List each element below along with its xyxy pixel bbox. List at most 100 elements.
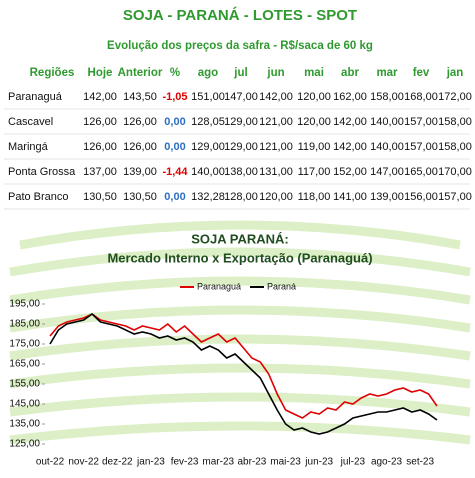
cell-value: 132,28	[191, 191, 225, 203]
cell-value: 138,00	[224, 166, 258, 178]
cell-value: 168,00	[404, 91, 438, 103]
cell-value: 157,00	[404, 141, 438, 153]
x-tick-label: dez-22	[102, 457, 133, 468]
cell-value: 142,00	[259, 91, 293, 103]
chart-background	[9, 220, 471, 445]
cell-value: 120,00	[297, 116, 331, 128]
x-tick-label: out-22	[36, 457, 65, 468]
x-tick-label: fev-23	[171, 457, 199, 468]
x-tick-label: jul-23	[340, 457, 366, 468]
y-tick-label: 185,00	[9, 319, 40, 330]
cell-value: 126,00	[83, 116, 117, 128]
x-tick-label: nov-22	[68, 457, 99, 468]
cell-value: 139,00	[123, 166, 157, 178]
cell-value: 165,00	[404, 166, 438, 178]
cell-value: 120,00	[259, 191, 293, 203]
cell-value: 162,00	[333, 91, 367, 103]
cell-value: 137,00	[83, 166, 117, 178]
y-tick-label: 175,00	[9, 339, 40, 350]
cell-value: 157,00	[438, 191, 472, 203]
column-header: fev	[413, 67, 430, 79]
column-header: jul	[233, 67, 247, 79]
y-tick-label: 125,00	[9, 439, 40, 450]
cell-value: 147,00	[370, 166, 404, 178]
price-table: Regiões Hoje Anterior% ago jul jun mai abr mar fe…	[4, 67, 472, 210]
x-tick-label: ago-23	[371, 457, 403, 468]
cell-value: 120,00	[297, 91, 331, 103]
cell-value: 129,00	[224, 141, 258, 153]
column-header: Anterior	[118, 67, 163, 79]
cell-value: 126,00	[83, 141, 117, 153]
region-name: Cascavel	[8, 116, 53, 128]
chart-subtitle: Mercado Interno x Exportação (Paranaguá)	[107, 250, 372, 265]
cell-value: 130,50	[123, 191, 157, 203]
cell-value: 157,00	[404, 116, 438, 128]
column-header: ago	[198, 67, 218, 79]
region-name: Ponta Grossa	[8, 166, 76, 178]
region-name: Pato Branco	[8, 191, 69, 203]
x-tick-label: mai-23	[270, 457, 301, 468]
cell-value: 152,00	[333, 166, 367, 178]
x-tick-label: jan-23	[136, 457, 165, 468]
page-title: SOJA - PARANÁ - LOTES - SPOT	[123, 7, 357, 24]
legend-label: Paraná	[267, 281, 296, 291]
x-tick-label: abr-23	[237, 457, 266, 468]
region-name: Paranaguá	[8, 91, 63, 103]
cell-value: 131,00	[259, 166, 293, 178]
cell-value: -1,44	[162, 166, 188, 178]
y-tick-label: 135,00	[9, 419, 40, 430]
cell-value: 141,00	[333, 191, 367, 203]
cell-value: 170,00	[438, 166, 472, 178]
column-header: %	[170, 67, 180, 79]
cell-value: 156,00	[404, 191, 438, 203]
cell-value: 140,00	[370, 116, 404, 128]
cell-value: 158,00	[438, 116, 472, 128]
page-subtitle: Evolução dos preços da safra - R$/saca d…	[107, 40, 373, 52]
cell-value: 143,50	[123, 91, 157, 103]
cell-value: 126,00	[123, 141, 157, 153]
cell-value: 121,00	[259, 141, 293, 153]
legend-label: Paranaguá	[197, 281, 241, 291]
column-header: Hoje	[88, 67, 113, 79]
cell-value: -1,05	[162, 91, 187, 103]
y-tick-label: 195,00	[9, 299, 40, 310]
cell-value: 0,00	[164, 141, 185, 153]
x-tick-label: mar-23	[202, 457, 234, 468]
column-header: jun	[266, 67, 284, 79]
column-header: mai	[304, 67, 324, 79]
cell-value: 142,00	[333, 116, 367, 128]
cell-value: 172,00	[438, 91, 472, 103]
cell-value: 140,00	[191, 166, 225, 178]
column-header: Regiões	[30, 67, 75, 79]
cell-value: 118,00	[298, 191, 331, 203]
cell-value: 128,00	[224, 191, 258, 203]
cell-value: 151,00	[191, 91, 225, 103]
cell-value: 147,00	[224, 91, 258, 103]
region-name: Maringá	[8, 141, 49, 153]
cell-value: 119,00	[298, 141, 331, 153]
y-tick-label: 145,00	[9, 399, 40, 410]
cell-value: 129,00	[224, 116, 258, 128]
cell-value: 0,00	[164, 116, 185, 128]
cell-value: 158,00	[438, 141, 472, 153]
cell-value: 139,00	[370, 191, 404, 203]
x-tick-label: jun-23	[304, 457, 333, 468]
cell-value: 129,00	[191, 141, 225, 153]
chart: SOJA PARANÁ: Mercado Interno x Exportaçã…	[9, 231, 438, 468]
cell-value: 117,00	[298, 166, 331, 178]
y-tick-label: 155,00	[9, 379, 40, 390]
cell-value: 121,00	[259, 116, 293, 128]
cell-value: 140,00	[370, 141, 404, 153]
cell-value: 142,00	[83, 91, 117, 103]
cell-value: 126,00	[123, 116, 157, 128]
cell-value: 142,00	[333, 141, 367, 153]
x-tick-label: set-23	[406, 457, 434, 468]
cell-value: 158,00	[370, 91, 404, 103]
cell-value: 128,05	[191, 116, 225, 128]
column-header: jan	[446, 67, 464, 79]
series-line	[49, 313, 438, 419]
chart-title: SOJA PARANÁ:	[191, 231, 289, 246]
y-tick-label: 165,00	[9, 359, 40, 370]
cell-value: 130,50	[83, 191, 117, 203]
